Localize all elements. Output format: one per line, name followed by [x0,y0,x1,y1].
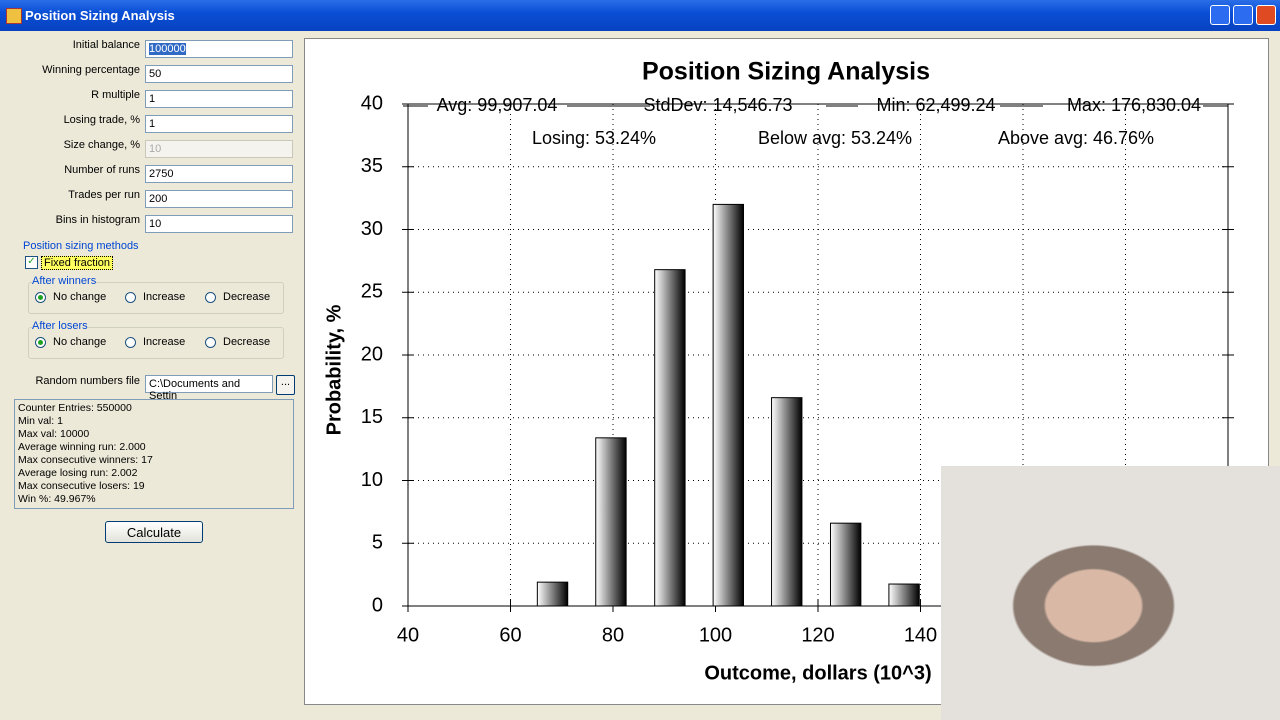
file-input[interactable]: C:\Documents and Settin [145,375,273,402]
radio-button[interactable] [205,337,216,348]
bar [595,437,627,607]
browse-button[interactable]: ... [276,375,295,395]
stats-line: Counter Entries: 550000 [18,402,132,414]
group-title: After winners [32,275,97,287]
stats-box: Counter Entries: 550000 Min val: 1 Max val… [14,399,294,509]
stats-line: Max val: 10000 [18,428,90,440]
x-axis-label: Outcome, dollars (10^3) [704,662,931,684]
text-input[interactable]: 2750 [145,165,293,183]
x-tick-label: 40 [397,624,419,646]
webcam-overlay [941,466,1280,720]
radio-button[interactable] [205,292,216,303]
stats-line: Average losing run: 2.002 [18,467,138,479]
close-button[interactable] [1256,5,1276,25]
y-tick-label: 10 [361,469,383,491]
group-title: Position sizing methods [23,240,139,252]
bar [654,269,686,607]
radio-button[interactable] [35,292,46,303]
radio-label[interactable]: Decrease [223,291,271,303]
radio-label[interactable]: Increase [143,336,186,348]
annotation: StdDev: 14,546.73 [643,95,792,115]
radio-dot [38,295,43,300]
field-label: Initial balance [72,39,140,51]
chart-title: Position Sizing Analysis [642,58,930,86]
text-input[interactable]: 10 [145,215,293,233]
window-title: Position Sizing Analysis [25,8,175,23]
input-value: 200 [149,193,168,205]
annotation: Max: 176,830.04 [1067,95,1201,115]
input-value: 10 [149,218,162,230]
group-title: After losers [32,320,88,332]
y-tick-label: 40 [361,92,383,114]
x-tick-label: 140 [904,624,937,646]
y-tick-label: 15 [361,406,383,428]
annotation: Above avg: 46.76% [998,128,1154,148]
radio-button[interactable] [35,337,46,348]
checkbox-label[interactable]: Fixed fraction [41,256,114,270]
stats-line: Max consecutive losers: 19 [18,480,145,492]
stats-line: Win %: 49.967% [18,493,96,505]
y-tick-label: 35 [361,155,383,177]
y-tick-label: 25 [361,281,383,303]
title-bar: Position Sizing Analysis [0,0,1280,31]
input-value: 1 [149,93,156,105]
radio-button[interactable] [125,337,136,348]
bar [771,397,803,607]
bar [536,581,569,607]
field-label: Bins in histogram [55,214,140,226]
x-tick-label: 80 [602,624,624,646]
text-input[interactable]: 1 [145,115,293,133]
field-label: R multiple [91,89,140,101]
field-label: Random numbers file [35,375,140,387]
app-icon [6,8,22,24]
field-label: Winning percentage [42,64,140,76]
x-tick-label: 60 [499,624,521,646]
radio-label[interactable]: Increase [143,291,186,303]
calculate-button[interactable]: Calculate [105,521,203,543]
input-value: 50 [149,68,162,80]
text-input[interactable]: 100000 [145,40,293,58]
bar [888,583,920,607]
input-value: 2750 [149,168,174,180]
field-label: Losing trade, % [63,114,140,126]
bar [712,203,745,607]
stats-line: Min val: 1 [18,415,63,427]
y-tick-label: 20 [361,343,383,365]
text-input[interactable]: 10 [145,140,293,158]
stats-line: Average winning run: 2.000 [18,441,146,453]
text-input[interactable]: 50 [145,65,293,83]
x-tick-label: 100 [699,624,732,646]
y-tick-label: 0 [372,594,383,616]
annotation: Below avg: 53.24% [758,128,912,148]
radio-label[interactable]: No change [53,336,107,348]
radio-label[interactable]: Decrease [223,336,271,348]
y-tick-label: 30 [361,218,383,240]
bar [829,522,862,607]
stats-line: Max consecutive winners: 17 [18,454,153,466]
group-box [28,282,284,314]
x-tick-label: 120 [801,624,834,646]
group-box [28,327,284,359]
annotation: Losing: 53.24% [532,128,656,148]
annotation: Avg: 99,907.04 [437,95,558,115]
input-value: 10 [149,143,162,155]
annotation: Min: 62,499.24 [876,95,995,115]
y-axis-label: Probability, % [323,304,345,435]
y-tick-label: 5 [372,532,383,554]
text-input[interactable]: 1 [145,90,293,108]
radio-dot [38,340,43,345]
field-label: Trades per run [68,189,140,201]
field-label: Number of runs [64,164,140,176]
maximize-button[interactable] [1233,5,1253,25]
checkbox[interactable]: ✓ [25,256,38,269]
input-value: 1 [149,118,156,130]
text-input[interactable]: 200 [145,190,293,208]
radio-button[interactable] [125,292,136,303]
minimize-button[interactable] [1210,5,1230,25]
field-label: Size change, % [63,139,140,151]
input-value: 100000 [149,43,186,55]
radio-label[interactable]: No change [53,291,107,303]
